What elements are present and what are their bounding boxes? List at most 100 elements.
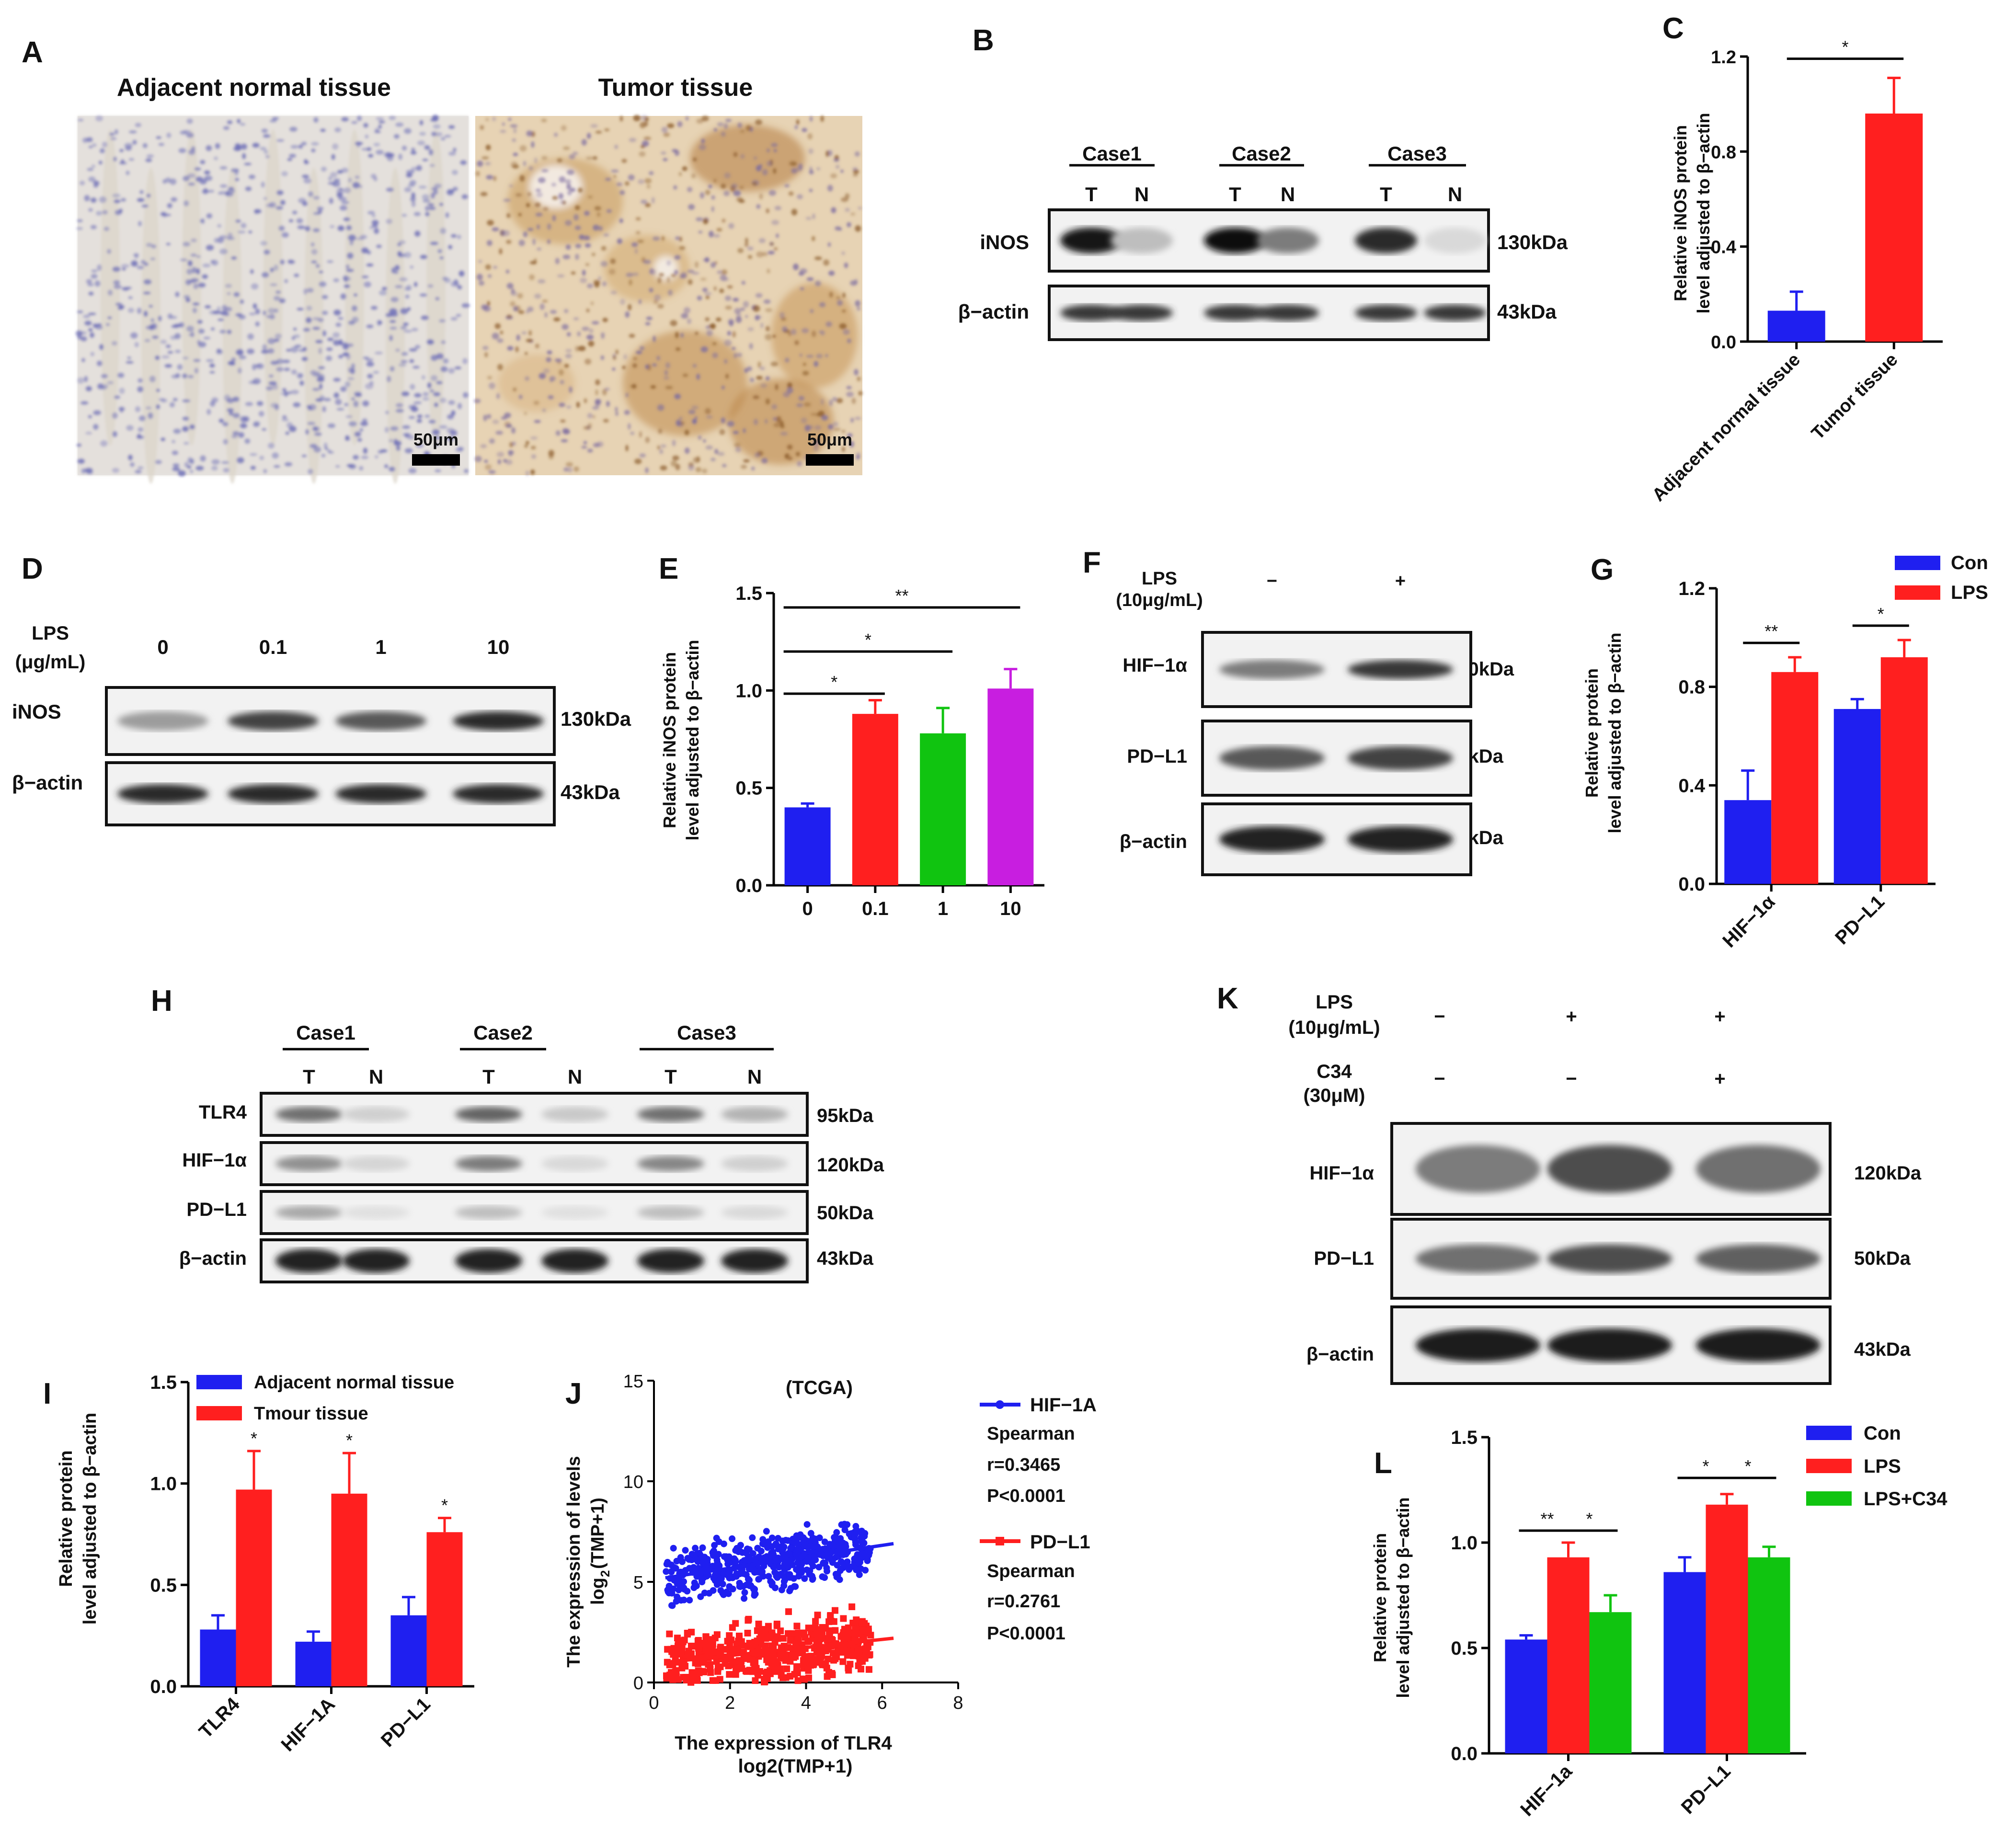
chart-l-xtick-1: HIF−1a [1516, 1761, 1576, 1820]
chart-j-point [793, 1669, 800, 1676]
chart-j-point [813, 1649, 820, 1656]
blot-f-row2-label: PD−L1 [1127, 746, 1187, 767]
chart-j-point [765, 1623, 772, 1630]
legend-l-con-label: Con [1864, 1423, 1901, 1444]
blot-b-band-2-1 [1060, 305, 1123, 321]
chart-j-point [808, 1559, 815, 1567]
chart-i-ylabel-2: level adjusted to β−actin [80, 1413, 100, 1625]
legend-j-hif-p: P<0.0001 [987, 1486, 1065, 1506]
chart-g-bar-1-1 [1724, 800, 1772, 884]
chart-g-ytick-2: 0.4 [1678, 775, 1705, 796]
blot-h-band-1-6 [721, 1107, 788, 1122]
chart-i-bar-3-1 [390, 1615, 427, 1686]
chart-j-point [831, 1538, 838, 1545]
chart-j-point [856, 1553, 863, 1560]
chart-j-point [821, 1538, 828, 1545]
legend-j-pdl1-method: Spearman [987, 1561, 1075, 1581]
legend-j-pdl1-r: r=0.2761 [987, 1591, 1060, 1612]
blot-b-band-1-6 [1424, 228, 1486, 253]
blot-b-band-1-4 [1257, 228, 1319, 253]
chart-j-point [780, 1544, 788, 1551]
f-lps-unit: (10μg/mL) [1116, 590, 1203, 610]
chart-j-point [701, 1590, 708, 1597]
chart-j-point [787, 1672, 794, 1680]
panel-f-label: F [1083, 546, 1101, 579]
legend-l-lps-swatch [1806, 1459, 1852, 1473]
blot-k-row1-kda: 120kDa [1854, 1163, 1922, 1184]
chart-j-point [847, 1660, 854, 1668]
chart-j-point [663, 1568, 670, 1575]
blot-h-band-2-4 [541, 1156, 608, 1171]
chart-j-point [819, 1646, 826, 1653]
h-lane-label-4: N [568, 1065, 582, 1088]
chart-j-point [689, 1643, 697, 1650]
blot-d-band-2-2 [228, 784, 319, 803]
chart-j-point [699, 1544, 706, 1551]
blot-h-band-1-3 [455, 1107, 522, 1122]
chart-j-point [773, 1658, 780, 1665]
chart-j-point [772, 1584, 779, 1591]
chart-j-point [821, 1574, 828, 1581]
blot-h-row2-label: HIF−1α [182, 1150, 247, 1171]
chart-j-point [787, 1637, 794, 1644]
chart-j-point [732, 1620, 739, 1627]
chart-j-point [810, 1661, 817, 1668]
blot-d-band-2-3 [335, 784, 426, 803]
chart-j-point [813, 1626, 820, 1633]
chart-j-point [713, 1631, 721, 1638]
blot-b-row2-label: β−actin [958, 300, 1029, 323]
blot-d-row2-kda: 43kDa [561, 781, 620, 803]
chart-j-point [716, 1562, 723, 1569]
chart-i-bar-2-2 [331, 1493, 367, 1686]
chart-j-point [833, 1554, 840, 1561]
chart-j-ytick-3: 10 [623, 1472, 643, 1492]
chart-l-sig-1: ** [1540, 1509, 1554, 1529]
chart-j-point [858, 1534, 865, 1542]
chart-j-point [803, 1566, 811, 1573]
blot-h-band-2-5 [637, 1156, 704, 1171]
chart-j-point [709, 1677, 716, 1684]
blot-h-band-1-2 [343, 1107, 410, 1122]
blot-d-band-1-3 [335, 711, 426, 731]
blot-b-band-2-4 [1257, 305, 1319, 321]
chart-j-point [696, 1550, 703, 1557]
chart-j-point [692, 1565, 699, 1572]
chart-j-ytick-1: 0 [633, 1673, 643, 1693]
chart-j-point [666, 1630, 673, 1637]
chart-j-fit-2 [665, 1636, 894, 1664]
blot-d-row1-label: iNOS [12, 700, 61, 723]
blot-h-band-3-4 [541, 1206, 608, 1219]
chart-l-ylabel-2: level adjusted to β−actin [1393, 1497, 1413, 1698]
chart-j-point [749, 1534, 756, 1541]
chart-j-title: (TCGA) [786, 1377, 853, 1398]
blot-h-row3-kda: 50kDa [817, 1202, 874, 1224]
blot-h-band-2-6 [721, 1156, 788, 1171]
k-c34-label: C34 [1317, 1061, 1352, 1082]
chart-j-point [848, 1603, 856, 1611]
blot-k-band-2-3 [1696, 1244, 1821, 1273]
blot-h-band-4-2 [343, 1249, 410, 1273]
chart-j-point [865, 1552, 872, 1559]
chart-e-ytick-1: 0.0 [735, 875, 762, 896]
blot-f-row3-label: β−actin [1120, 831, 1187, 852]
chart-j-point [692, 1659, 699, 1667]
chart-j-point [670, 1545, 677, 1552]
blot-h-band-3-5 [637, 1206, 704, 1219]
chart-i-bar-1-1 [200, 1629, 236, 1686]
chart-j-point [793, 1623, 801, 1630]
b-lane-label-2: N [1134, 183, 1149, 206]
blot-k-band-3-1 [1416, 1328, 1540, 1362]
chart-j-point [710, 1552, 717, 1559]
chart-j-point [699, 1668, 706, 1675]
chart-j-point [717, 1644, 724, 1651]
chart-j-point [755, 1620, 762, 1627]
chart-g-ylabel-1: Relative protein [1582, 668, 1602, 798]
blot-k-row2-kda: 50kDa [1854, 1248, 1911, 1269]
chart-j-point [839, 1658, 847, 1665]
chart-j-point [686, 1565, 693, 1572]
chart-j-point [865, 1666, 872, 1673]
chart-j-point [763, 1528, 770, 1535]
legend-j-hif-method: Spearman [987, 1424, 1075, 1444]
panel-c: C Relative iNOS protein level adjusted t… [1649, 12, 1943, 505]
